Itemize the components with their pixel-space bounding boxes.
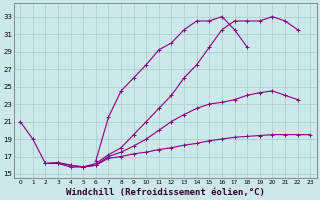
X-axis label: Windchill (Refroidissement éolien,°C): Windchill (Refroidissement éolien,°C) (66, 188, 265, 197)
